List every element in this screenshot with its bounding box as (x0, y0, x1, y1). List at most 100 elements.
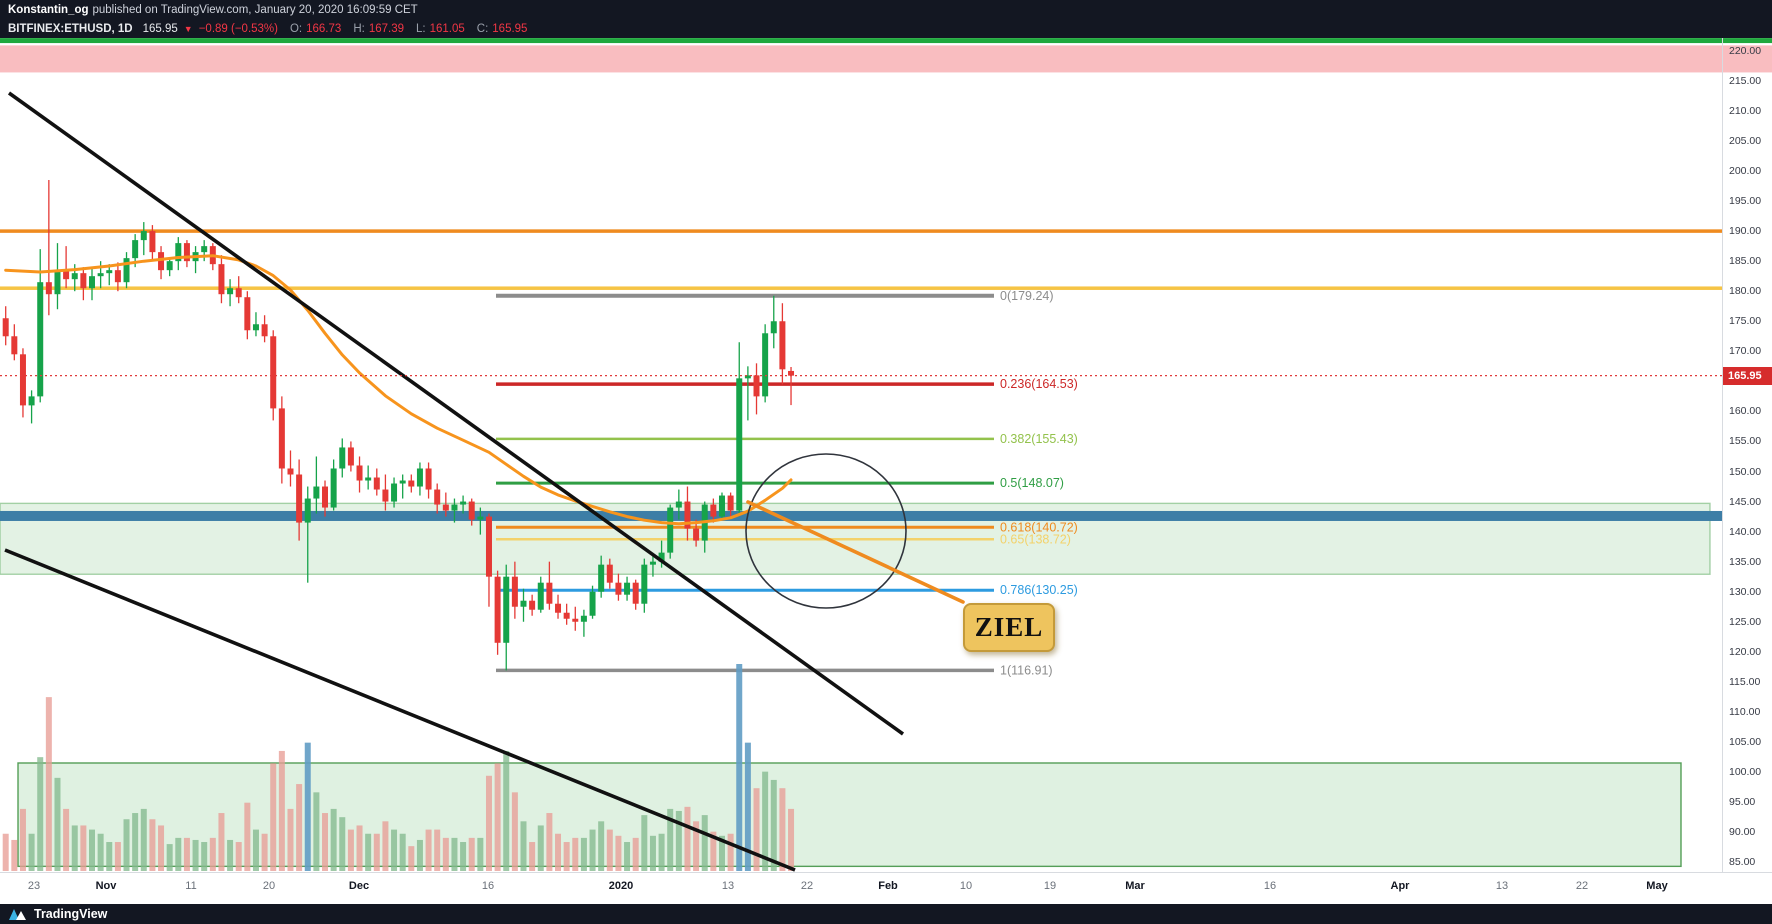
candle-body (442, 504, 449, 511)
volume-bar (322, 813, 329, 871)
price-axis-label: 180.00 (1729, 285, 1762, 298)
price-axis-label: 85.00 (1729, 856, 1756, 869)
candle-body (97, 273, 104, 277)
price-axis-label: 205.00 (1729, 134, 1762, 147)
circle-annotation (745, 453, 907, 609)
price-axis-label: 130.00 (1729, 585, 1762, 598)
price-axis-label: 200.00 (1729, 165, 1762, 177)
volume-bar (451, 837, 458, 871)
volume-bar (598, 821, 605, 871)
volume-bar (667, 808, 674, 871)
candle-body (408, 480, 415, 487)
volume-bar (425, 829, 432, 871)
volume-bar (158, 825, 165, 871)
time-axis[interactable]: 23 Nov 11 20 Dec 16 2020 13 22 Feb 10 19 Mar 16 Apr 13 2… (0, 872, 1772, 904)
volume-bar (347, 829, 354, 871)
volume-bar (313, 792, 320, 871)
candle-body (606, 564, 613, 583)
candle-body (2, 318, 9, 337)
price-axis-label: 195.00 (1729, 195, 1762, 208)
volume-bar (762, 771, 769, 871)
volume-bar (166, 844, 173, 871)
symbol-title[interactable]: BITFINEX:ETHUSD, 1D (8, 22, 133, 35)
time-axis-label: 23 (27, 880, 41, 892)
candle-body (227, 288, 234, 295)
open-key: O: (289, 22, 303, 35)
candle-body (261, 324, 268, 337)
volume-bar (201, 842, 208, 871)
candle-body (485, 516, 492, 577)
price-axis-label: 185.00 (1729, 255, 1762, 268)
volume-bar (529, 842, 536, 871)
candle-body (425, 468, 432, 490)
candle-body (788, 370, 795, 376)
volume-bar (37, 757, 44, 871)
volume-bar (555, 833, 562, 871)
time-axis-label: 22 (800, 880, 814, 892)
volume-bar (511, 792, 518, 871)
candle-body (684, 501, 691, 529)
low-key: L: (416, 22, 426, 35)
price-axis-label: 210.00 (1729, 104, 1762, 117)
price-axis-label: 115.00 (1729, 675, 1761, 688)
time-axis-label: Feb (878, 880, 898, 892)
volume-bar (718, 835, 725, 871)
volume-bar (572, 837, 579, 871)
top-resistance-zone (0, 45, 1772, 73)
volume-bar (192, 839, 199, 871)
publish-info: published on TradingView.com, January 20… (92, 3, 418, 16)
ziel-annotation[interactable]: ZIEL (963, 603, 1055, 652)
price-axis-label: 135.00 (1729, 555, 1762, 568)
candle-body (667, 507, 674, 553)
volume-bar (684, 806, 691, 871)
candle-body (201, 246, 208, 253)
candle-body (503, 576, 510, 643)
tradingview-logo-icon[interactable] (8, 907, 28, 921)
candle-body (520, 600, 527, 607)
zones-layer (0, 45, 1772, 868)
volume-bar (80, 825, 87, 871)
price-axis-label: 150.00 (1729, 465, 1762, 478)
volume-bar (356, 825, 363, 871)
volume-bar (701, 815, 708, 871)
candle-body (140, 231, 147, 241)
fib-level-label: 0.618(140.72) (1000, 520, 1078, 534)
candle-body (632, 582, 639, 604)
price-axis-label: 105.00 (1729, 735, 1762, 748)
candle-body (580, 615, 587, 622)
volume-bar (675, 810, 682, 871)
volume-bar (736, 664, 743, 871)
volume-bar (408, 846, 415, 871)
price-axis-label: 160.00 (1729, 405, 1762, 418)
volume-bar (287, 808, 294, 871)
volume-bar (399, 833, 406, 871)
volume-bar (442, 837, 449, 871)
fib-level-label: 0.236(164.53) (1000, 377, 1078, 391)
volume-bar (175, 837, 182, 871)
candle-body (63, 270, 70, 280)
price-axis[interactable]: 165.95 220.00 215.00 210.00 205.00 200.00 195… (1722, 38, 1772, 872)
price-axis-label: 215.00 (1729, 74, 1762, 87)
candle-body (71, 273, 78, 280)
publisher-name[interactable]: Konstantin_og (8, 3, 89, 16)
candle-body (537, 582, 544, 610)
volume-bar (693, 821, 700, 871)
candle-body (132, 240, 139, 259)
teal-band (0, 510, 1722, 521)
close-key: C: (476, 22, 489, 35)
fibonacci-layer: 0(179.24) 0.236(164.53) 0.382(155.43) 0.5(1… (496, 289, 1078, 677)
fib-level-label: 1(116.91) (1000, 663, 1053, 677)
price-axis-label: 110.00 (1729, 705, 1761, 718)
ma-layer (4, 254, 793, 526)
candle-body (770, 321, 777, 334)
price-axis-label: 100.00 (1729, 766, 1762, 778)
price-axis-label: 175.00 (1729, 315, 1762, 328)
time-axis-label: 16 (481, 880, 495, 892)
candle-body (19, 354, 26, 406)
low-value: 161.05 (429, 22, 465, 35)
volume-bar (28, 833, 35, 871)
high-value: 167.39 (368, 22, 404, 35)
volume-bar (727, 833, 734, 871)
volume-bar (589, 829, 596, 871)
